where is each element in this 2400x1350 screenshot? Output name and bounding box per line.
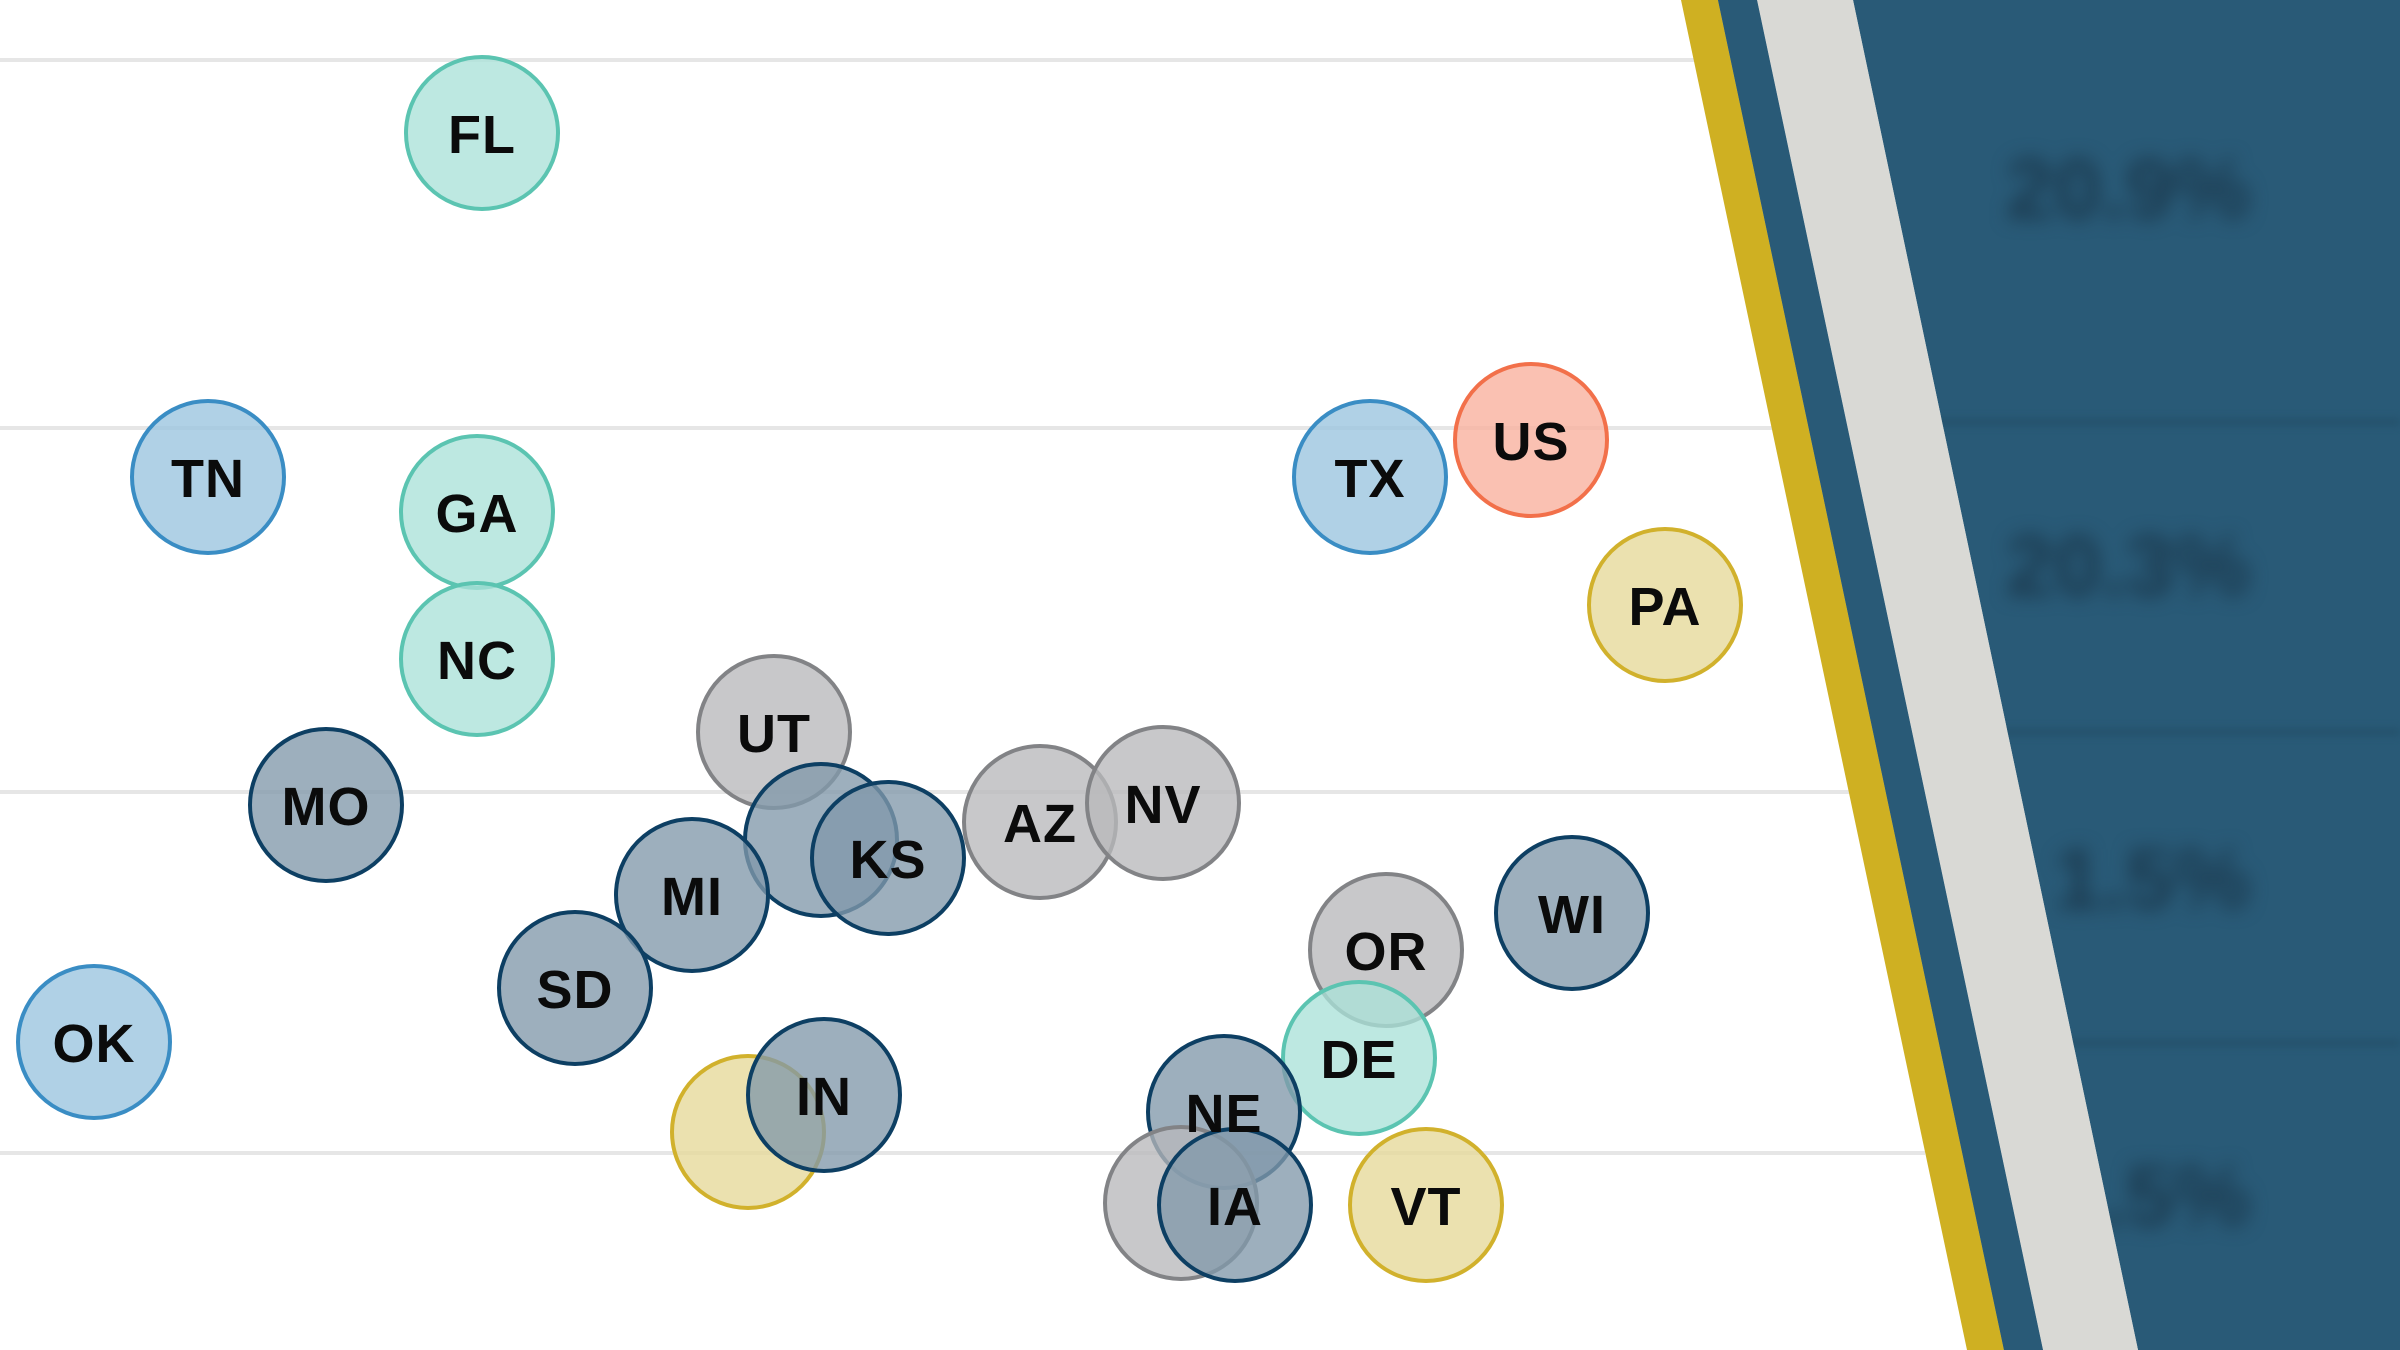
bubble-tx[interactable] [1292,399,1448,555]
gridline [0,58,1694,62]
gridline [0,426,1772,430]
bubble-ok[interactable] [16,964,172,1120]
bubble-sd[interactable] [497,910,653,1066]
bubble-us[interactable] [1453,362,1609,518]
bubble-pa[interactable] [1587,527,1743,683]
bubble-fl[interactable] [404,55,560,211]
bubble-ga[interactable] [399,434,555,590]
bubble-tn[interactable] [130,399,286,555]
bubble-vt[interactable] [1348,1127,1504,1283]
bubble-nc[interactable] [399,581,555,737]
bubble-mo[interactable] [248,727,404,883]
bubble-de[interactable] [1281,980,1437,1136]
bubble-wi[interactable] [1494,835,1650,991]
bubble-nv[interactable] [1085,725,1241,881]
gridline [0,1151,1926,1155]
bubble-ia[interactable] [1157,1127,1313,1283]
bubble-in[interactable] [746,1017,902,1173]
bubble-ks[interactable] [810,780,966,936]
